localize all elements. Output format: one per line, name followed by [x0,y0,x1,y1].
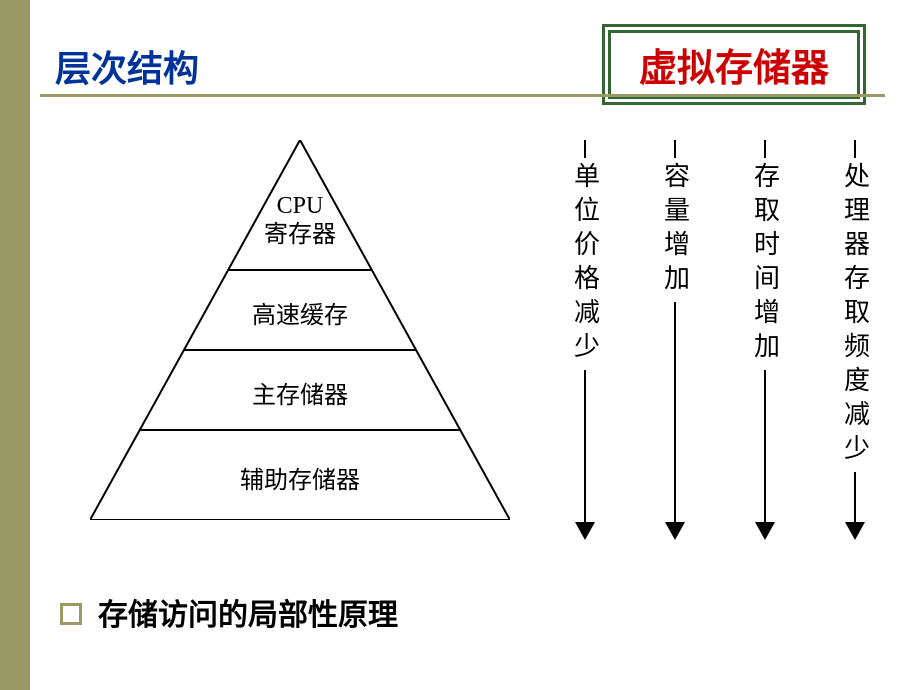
property-arrows: 单位价格减少 容量增加 存取时间增加 处理器存取频度减少 [540,140,900,540]
page-title: 层次结构 [55,40,199,92]
bullet-marker-icon [60,603,82,625]
arrow-label-3: 处理器存取频度减少 [837,158,874,472]
pyramid-level-0-label: CPU 寄存器 [264,192,336,250]
pyramid-level-0-line2: 寄存器 [264,222,336,248]
bullet-text: 存储访问的局部性原理 [98,599,398,632]
bullet-point: 存储访问的局部性原理 [60,590,398,634]
arrow-label-1: 容量增加 [657,158,694,302]
memory-hierarchy-pyramid: CPU 寄存器 高速缓存 主存储器 辅助存储器 [90,140,510,520]
arrow-label-2: 存取时间增加 [747,158,784,370]
arrow-label-0: 单位价格减少 [567,158,604,370]
pyramid-level-0-line1: CPU [277,193,324,219]
arrow-col-3: 处理器存取频度减少 [825,140,885,540]
arrow-col-2: 存取时间增加 [735,140,795,540]
title-underline [40,94,885,97]
pyramid-level-3-label: 辅助存储器 [240,460,360,495]
slide-left-bar [0,0,30,690]
pyramid-level-2-label: 主存储器 [252,375,348,410]
slide: 层次结构 虚拟存储器 CPU 寄存器 高速缓存 主存储器 辅助存储器 单位价格减… [0,0,920,690]
boxed-title: 虚拟存储器 [608,30,860,99]
pyramid-level-1-label: 高速缓存 [252,295,348,330]
arrow-col-1: 容量增加 [645,140,705,540]
arrow-col-0: 单位价格减少 [555,140,615,540]
